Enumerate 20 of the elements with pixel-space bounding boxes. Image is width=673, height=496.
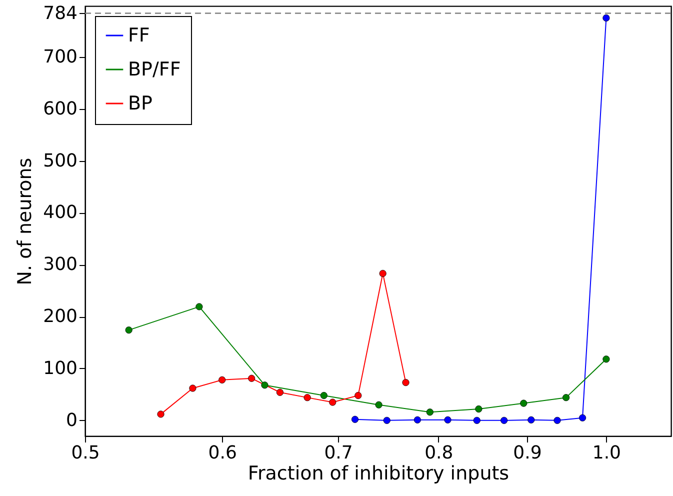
legend-label: BP <box>128 92 152 114</box>
y-tick-label: 200 <box>43 306 78 328</box>
x-tick-label: 0.6 <box>208 442 237 464</box>
legend-label: FF <box>128 24 150 46</box>
x-axis-title: Fraction of inhibitory inputs <box>248 462 510 484</box>
y-tick-label: 0 <box>66 410 78 431</box>
y-tick-label: 700 <box>43 46 78 68</box>
y-tick-label: 400 <box>43 202 78 224</box>
x-tick-label: 0.5 <box>71 442 100 464</box>
x-tick-label: 1.0 <box>592 442 622 464</box>
y-tick-label: 600 <box>43 98 78 120</box>
y-tick-label: 100 <box>43 358 78 379</box>
legend-label: BP/FF <box>128 58 181 80</box>
x-tick-label: 0.8 <box>424 442 454 464</box>
y-tick-label: 300 <box>43 254 78 276</box>
x-tick-label: 0.9 <box>513 442 542 464</box>
y-tick-label: 784 <box>43 2 78 24</box>
x-tick-label: 0.7 <box>324 442 353 464</box>
y-axis-title: N. of neurons <box>14 158 36 286</box>
y-tick-label: 500 <box>43 150 78 172</box>
